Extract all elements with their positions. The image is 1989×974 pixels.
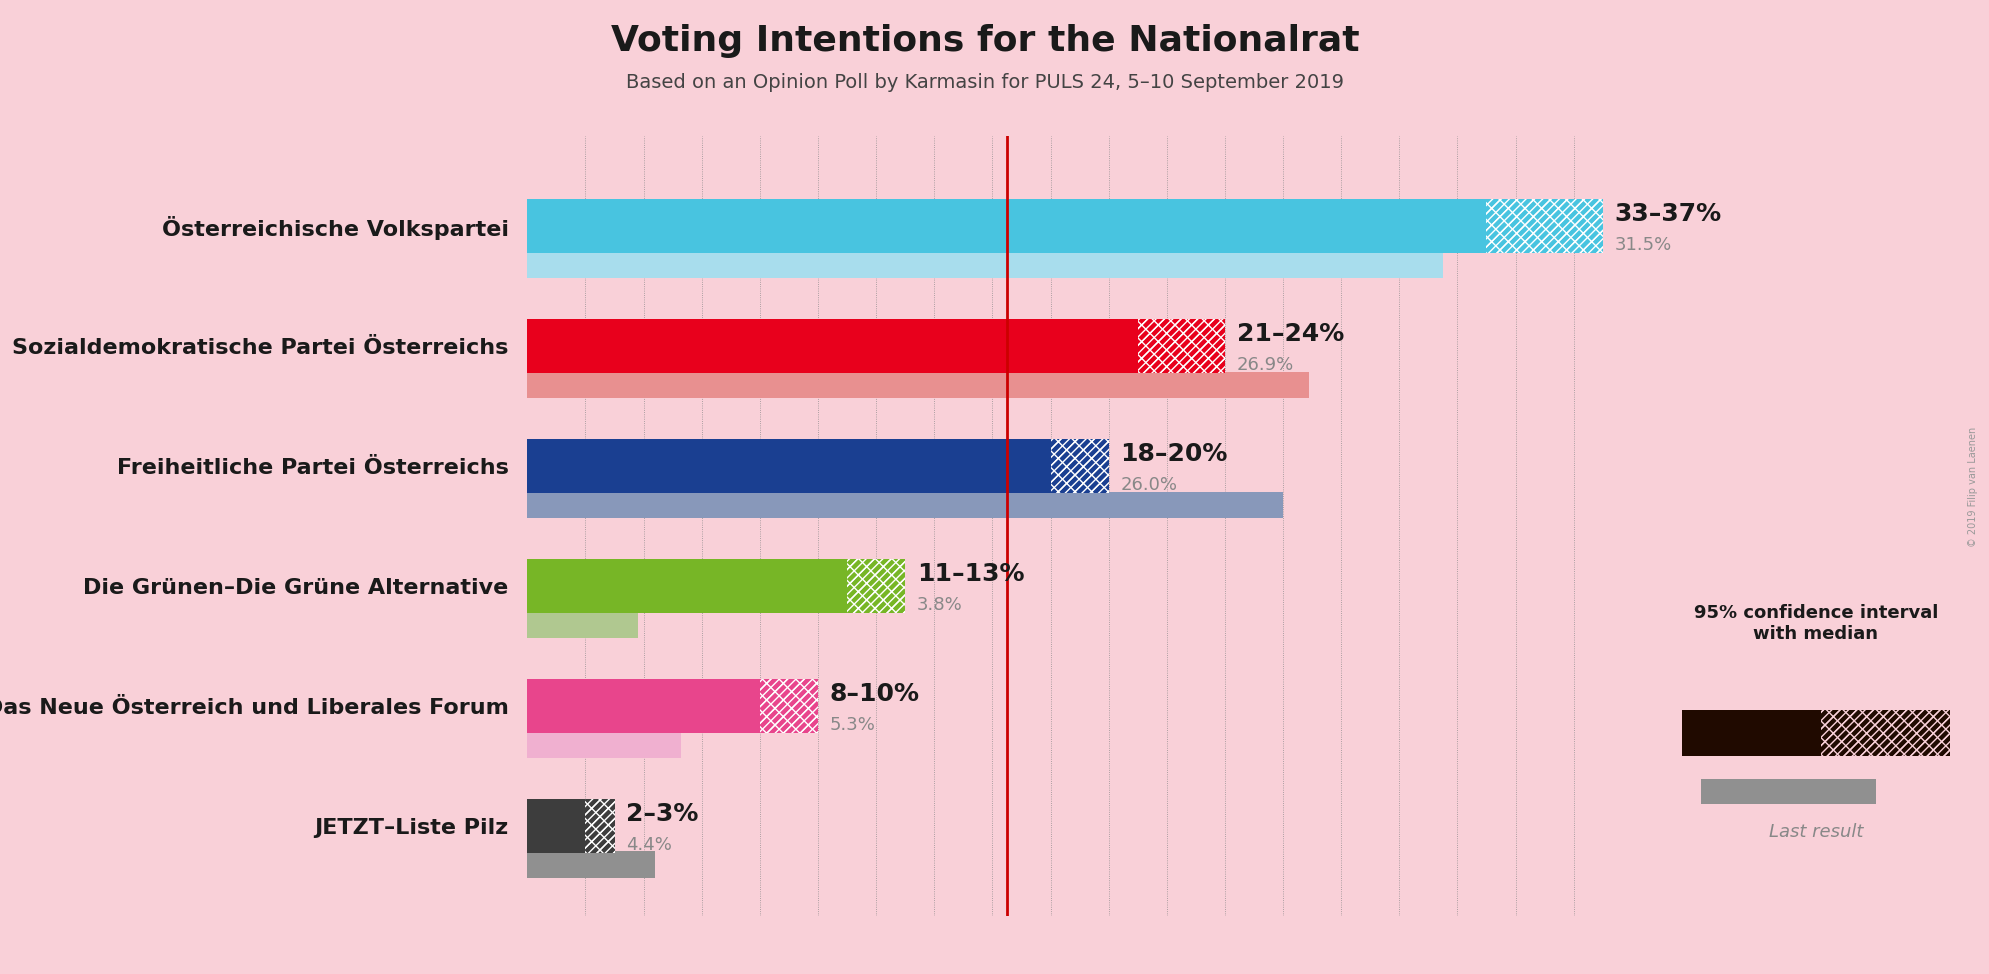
- Text: 5.3%: 5.3%: [829, 716, 875, 734]
- Text: 33–37%: 33–37%: [1613, 203, 1720, 226]
- Bar: [527, 612, 636, 638]
- Bar: [1701, 779, 1876, 805]
- Text: 8–10%: 8–10%: [829, 682, 919, 706]
- Bar: [847, 559, 905, 613]
- Bar: [1050, 439, 1108, 493]
- Bar: [527, 492, 1283, 518]
- Bar: [847, 559, 905, 613]
- Bar: [1820, 710, 1949, 756]
- Text: Based on an Opinion Poll by Karmasin for PULS 24, 5–10 September 2019: Based on an Opinion Poll by Karmasin for…: [627, 73, 1343, 93]
- Text: 11–13%: 11–13%: [917, 562, 1024, 586]
- Bar: [527, 439, 1050, 493]
- Bar: [1681, 710, 1820, 756]
- Bar: [760, 679, 817, 732]
- Bar: [847, 559, 905, 613]
- Bar: [585, 799, 615, 852]
- Text: Last result: Last result: [1768, 823, 1862, 841]
- Text: 2–3%: 2–3%: [627, 802, 698, 826]
- Bar: [527, 679, 760, 732]
- Bar: [585, 799, 615, 852]
- Bar: [1050, 439, 1108, 493]
- Bar: [527, 731, 680, 758]
- Text: © 2019 Filip van Laenen: © 2019 Filip van Laenen: [1967, 427, 1977, 547]
- Bar: [760, 679, 817, 732]
- Bar: [527, 252, 1442, 279]
- Text: Voting Intentions for the Nationalrat: Voting Intentions for the Nationalrat: [611, 24, 1358, 58]
- Text: 3.8%: 3.8%: [917, 596, 963, 614]
- Bar: [527, 200, 1486, 253]
- Bar: [1820, 710, 1949, 756]
- Text: 21–24%: 21–24%: [1235, 322, 1343, 346]
- Text: 18–20%: 18–20%: [1120, 442, 1227, 466]
- Bar: [1138, 319, 1225, 373]
- Text: 95% confidence interval
with median: 95% confidence interval with median: [1693, 604, 1937, 643]
- Bar: [527, 799, 585, 852]
- Bar: [1486, 200, 1601, 253]
- Bar: [527, 559, 847, 613]
- Text: 26.9%: 26.9%: [1235, 356, 1293, 374]
- Text: 26.0%: 26.0%: [1120, 476, 1177, 494]
- Bar: [585, 799, 615, 852]
- Bar: [1138, 319, 1225, 373]
- Bar: [1486, 200, 1601, 253]
- Bar: [1138, 319, 1225, 373]
- Bar: [527, 319, 1138, 373]
- Bar: [527, 851, 654, 878]
- Text: 4.4%: 4.4%: [627, 836, 672, 854]
- Bar: [1486, 200, 1601, 253]
- Bar: [1820, 710, 1949, 756]
- Bar: [1050, 439, 1108, 493]
- Text: 31.5%: 31.5%: [1613, 237, 1671, 254]
- Bar: [527, 372, 1309, 398]
- Bar: [760, 679, 817, 732]
